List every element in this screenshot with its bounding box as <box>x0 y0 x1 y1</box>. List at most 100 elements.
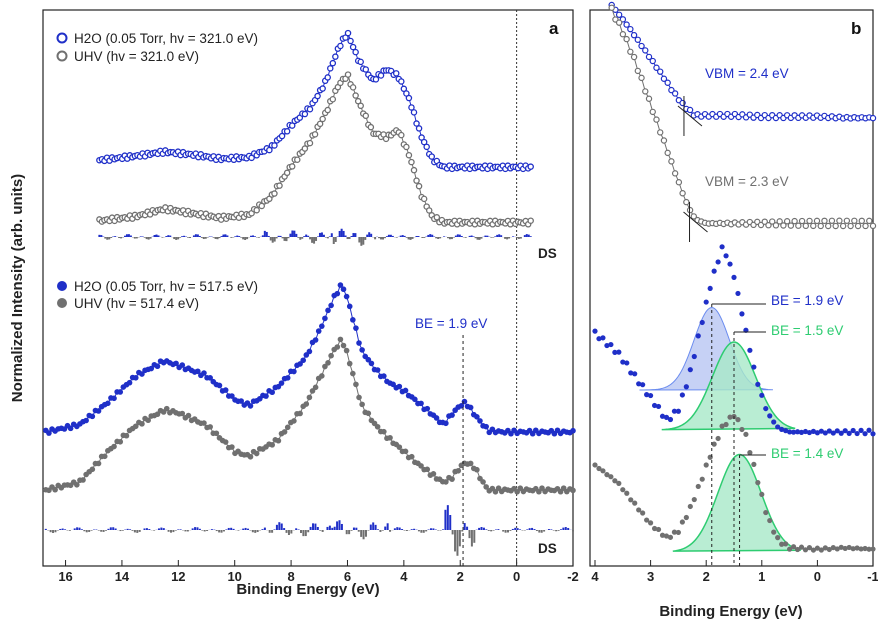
data-point-a <box>327 65 334 72</box>
data-point-b <box>727 414 733 420</box>
data-point-b <box>638 74 645 82</box>
data-point-b <box>640 382 646 388</box>
data-point-a <box>123 432 130 439</box>
data-point-b <box>843 217 851 224</box>
data-point-b <box>791 217 798 225</box>
data-point-b <box>755 480 761 486</box>
data-point-a <box>185 412 192 419</box>
data-point-b <box>649 108 656 116</box>
legend-marker-uhv-321 <box>56 50 68 62</box>
data-point-a <box>139 421 145 427</box>
data-point-a <box>413 120 420 127</box>
data-point-a <box>374 423 381 430</box>
data-point-b <box>660 137 668 144</box>
x-axis-label-a: Binding Energy (eV) <box>236 581 379 598</box>
ds-label-top: DS <box>538 246 557 261</box>
data-point-b <box>763 509 769 516</box>
data-point-a <box>396 444 403 450</box>
data-point-a <box>300 357 307 364</box>
x-tick-label-a: 8 <box>287 569 294 584</box>
data-point-b <box>828 217 836 224</box>
data-point-a <box>319 85 326 92</box>
data-point-a <box>117 389 124 395</box>
data-point-b <box>657 129 664 136</box>
data-point-a <box>329 59 337 67</box>
data-point-a <box>365 410 372 417</box>
data-point-b <box>679 392 685 398</box>
data-point-a <box>319 373 325 379</box>
data-point-b <box>608 4 615 11</box>
data-point-b <box>651 402 658 409</box>
data-point-a <box>284 424 291 431</box>
data-point-b <box>703 462 709 468</box>
x-tick-label-a: -2 <box>567 569 579 584</box>
data-point-b <box>679 519 685 525</box>
data-point-a <box>222 439 229 445</box>
data-point-b <box>850 427 856 434</box>
data-point-b <box>596 336 602 342</box>
data-point-a <box>477 418 483 424</box>
data-point-b <box>818 547 824 553</box>
data-point-b <box>723 253 729 259</box>
data-point-a <box>474 414 480 420</box>
data-point-b <box>832 222 839 230</box>
data-point-a <box>344 29 352 37</box>
fit-component-15 <box>661 341 796 431</box>
series-b-1 <box>608 4 877 230</box>
data-point-b <box>627 25 634 33</box>
x-axis-label-b: Binding Energy (eV) <box>659 603 802 620</box>
data-point-b <box>711 441 717 447</box>
annotation-vbm-24: VBM = 2.4 eV <box>705 66 789 81</box>
data-point-a <box>381 428 387 435</box>
legend-uhv-321: UHV (hv = 321.0 eV) <box>74 49 199 64</box>
data-point-a <box>253 450 260 457</box>
series-line-a <box>45 338 574 493</box>
data-point-a <box>402 448 409 455</box>
data-point-a <box>179 362 186 368</box>
data-point-a <box>117 438 124 445</box>
data-point-b <box>657 68 664 75</box>
legend-h2o-321: H2O (0.05 Torr, hv = 321.0 eV) <box>74 31 258 46</box>
data-point-b <box>663 414 670 420</box>
data-point-b <box>836 217 843 224</box>
data-point-a <box>483 484 489 490</box>
data-point-b <box>690 213 698 220</box>
data-point-a <box>283 169 291 177</box>
data-point-a <box>67 425 74 432</box>
data-point-a <box>412 396 418 403</box>
data-point-b <box>608 341 614 348</box>
data-point-b <box>806 217 813 225</box>
data-point-a <box>410 109 418 116</box>
data-point-b <box>739 311 745 317</box>
data-point-b <box>810 547 817 553</box>
data-point-b <box>679 190 686 197</box>
data-point-a <box>222 387 229 393</box>
data-point-b <box>632 371 638 377</box>
data-point-a <box>278 380 285 386</box>
data-point-a <box>347 37 354 45</box>
data-point-a <box>350 370 356 377</box>
data-point-b <box>671 170 679 177</box>
data-point-b <box>755 381 761 387</box>
data-point-b <box>636 507 642 513</box>
data-point-a <box>291 368 297 375</box>
data-point-a <box>337 42 344 50</box>
data-point-a <box>306 394 313 401</box>
data-point-a <box>356 340 362 346</box>
data-point-a <box>337 282 344 288</box>
data-point-a <box>324 106 331 114</box>
annotation-be-15: BE = 1.5 eV <box>771 323 843 338</box>
data-point-b <box>810 428 817 434</box>
data-point-a <box>132 374 139 381</box>
data-point-b <box>826 546 832 553</box>
data-point-b <box>854 430 860 437</box>
x-tick-label-b: 1 <box>758 569 765 584</box>
data-point-b <box>794 546 801 553</box>
data-point-b <box>862 222 869 230</box>
data-point-a <box>148 365 155 372</box>
data-point-a <box>403 143 410 151</box>
data-point-a <box>291 418 297 424</box>
data-point-a <box>194 368 201 375</box>
data-point-a <box>408 453 415 460</box>
data-point-a <box>353 325 359 331</box>
